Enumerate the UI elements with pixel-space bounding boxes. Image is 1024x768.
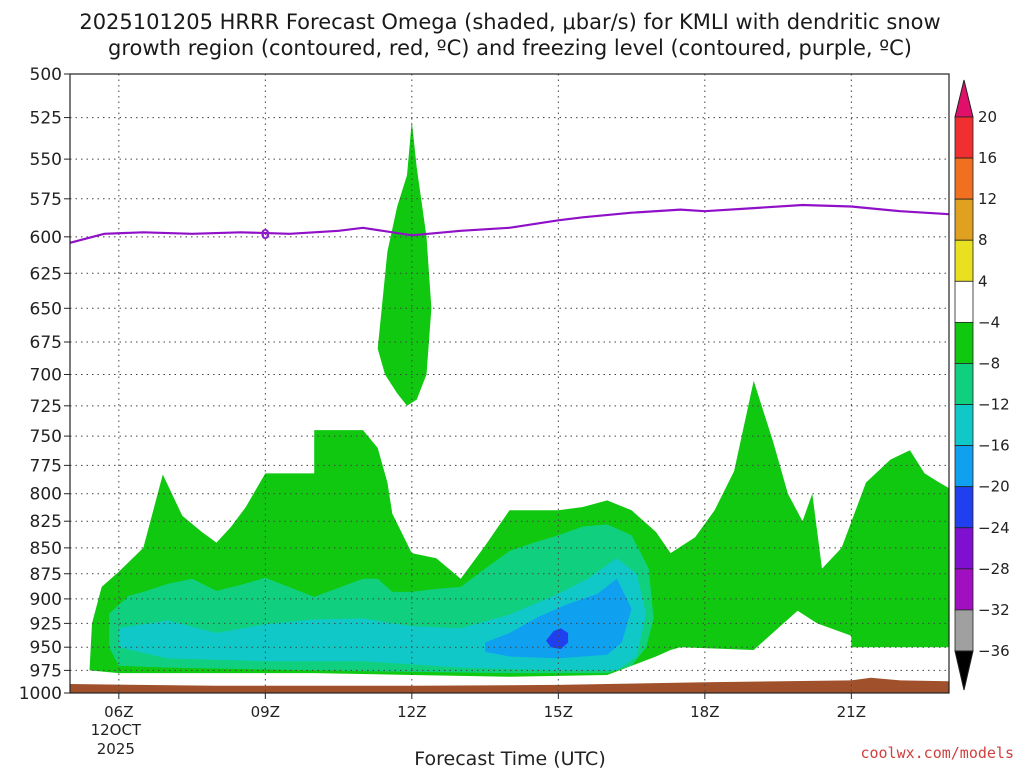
colorbar-label-11: −28 [978, 560, 1010, 578]
y-tick-label-19: 975 [30, 661, 62, 681]
colorbar-label-1: 16 [978, 149, 997, 167]
colorbar-bottom-arrow [954, 650, 974, 691]
x-tick-date: 12OCT [91, 721, 142, 739]
x-tick-label-3: 15Z [544, 703, 573, 721]
x-tick-label-4: 18Z [690, 703, 719, 721]
y-axis-ticks: 500 525 550 575 600 625 650 675 700 725 750 775 800 8… [19, 65, 70, 704]
y-tick-label-4: 600 [30, 228, 62, 248]
y-tick-label-14: 850 [30, 539, 62, 559]
x-axis-label: Forecast Time (UTC) [414, 748, 605, 768]
y-tick-label-6: 650 [30, 299, 62, 319]
grid-lines [70, 74, 949, 693]
y-tick-label-15: 875 [30, 565, 62, 585]
y-tick-label-17: 925 [30, 614, 62, 634]
x-tick-label-1: 09Z [251, 703, 280, 721]
colorbar-label-6: −8 [978, 354, 1000, 372]
colorbar-band-0 [954, 116, 974, 159]
y-tick-label-9: 725 [30, 397, 62, 417]
y-tick-label-2: 550 [30, 150, 62, 170]
x-tick-label-5: 21Z [837, 703, 866, 721]
colorbar-label-10: −24 [978, 519, 1010, 537]
colorbar-band-6 [954, 363, 974, 405]
plot-area [70, 121, 949, 693]
colorbar-label-3: 8 [978, 231, 988, 249]
colorbar-band-3 [954, 239, 974, 282]
colorbar-band-10 [954, 527, 974, 570]
chart-title-line1: 2025101205 HRRR Forecast Omega (shaded, … [79, 10, 940, 34]
x-tick-label-0: 06Z [104, 703, 133, 721]
colorbar-label-5: −4 [978, 313, 1000, 331]
y-tick-label-16: 900 [30, 590, 62, 610]
colorbar-band-9 [954, 486, 974, 529]
y-tick-label-3: 575 [30, 190, 62, 210]
colorbar-band-2 [954, 198, 974, 241]
freezing-level-contour: 0 [69, 203, 950, 244]
terrain-surface [70, 677, 949, 693]
y-tick-label-18: 950 [30, 638, 62, 658]
colorbar: 20 16 12 8 4 −4 −8 −12 −16 −20 −24 −28 −32 −36 [954, 79, 1010, 691]
colorbar-band-1 [954, 157, 974, 200]
colorbar-label-9: −20 [978, 478, 1010, 496]
credit-text: coolwx.com/models [860, 744, 1014, 762]
omega-region-5 [546, 628, 569, 650]
colorbar-band-8 [954, 445, 974, 488]
colorbar-label-7: −12 [978, 396, 1010, 414]
omega-region-0 [377, 121, 432, 406]
y-tick-label-7: 675 [30, 333, 62, 353]
colorbar-band-7 [954, 404, 974, 447]
y-tick-label-11: 775 [30, 456, 62, 476]
colorbar-label-8: −16 [978, 437, 1010, 455]
x-tick-label-2: 12Z [397, 703, 426, 721]
y-tick-label-12: 800 [30, 485, 62, 505]
colorbar-label-4: 4 [978, 272, 988, 290]
y-tick-label-20: 1000 [19, 684, 62, 704]
x-tick-year: 2025 [97, 740, 135, 758]
y-tick-label-10: 750 [30, 427, 62, 447]
freezing-level-line [69, 203, 950, 244]
colorbar-label-13: −36 [978, 642, 1010, 660]
colorbar-top-arrow [954, 79, 974, 118]
y-tick-label-1: 525 [30, 109, 62, 129]
y-tick-label-5: 625 [30, 264, 62, 284]
colorbar-band-4 [954, 280, 974, 323]
y-tick-label-8: 700 [30, 365, 62, 385]
chart-title-line2: growth region (contoured, red, ºC) and f… [108, 36, 912, 60]
colorbar-band-5 [954, 321, 974, 364]
colorbar-label-0: 20 [978, 108, 997, 126]
plot-frame [69, 73, 950, 694]
y-tick-label-13: 825 [30, 512, 62, 532]
colorbar-band-11 [954, 568, 974, 611]
plot-axes [69, 73, 950, 694]
colorbar-band-12 [954, 609, 974, 652]
freezing-level-label: 0 [261, 228, 270, 243]
colorbar-label-2: 12 [978, 190, 997, 208]
y-tick-label-0: 500 [30, 65, 62, 85]
colorbar-label-12: −32 [978, 601, 1010, 619]
